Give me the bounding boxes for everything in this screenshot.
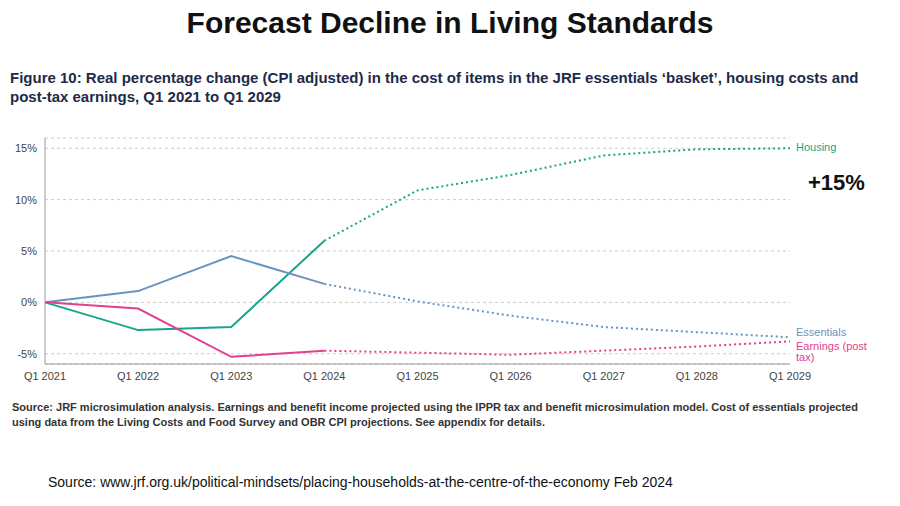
- html-text:Source: www.jrf.org.uk/politic: Source: www.jrf.org.uk/political-mindset…: [48, 474, 673, 490]
- svg-text:-5%: -5%: [17, 348, 37, 360]
- svg-text:Q1 2021: Q1 2021: [24, 370, 66, 382]
- html-text:Forecast Decline in Living Sta: Forecast Decline in Living Standards: [186, 6, 714, 39]
- svg-text:Earnings (posttax): Earnings (posttax): [796, 340, 867, 363]
- svg-text:10%: 10%: [15, 194, 37, 206]
- svg-text:Q1 2026: Q1 2026: [490, 370, 532, 382]
- svg-text:Housing: Housing: [796, 141, 836, 153]
- html-text:+15%: +15%: [808, 170, 865, 195]
- svg-text:Q1 2023: Q1 2023: [210, 370, 252, 382]
- svg-text:Q1 2028: Q1 2028: [676, 370, 718, 382]
- svg-text:5%: 5%: [21, 245, 37, 257]
- svg-text:Essentials: Essentials: [796, 326, 847, 338]
- svg-text:Q1 2022: Q1 2022: [117, 370, 159, 382]
- svg-text:Q1 2025: Q1 2025: [396, 370, 438, 382]
- svg-text:Q1 2024: Q1 2024: [303, 370, 345, 382]
- html-text:Figure 10: Real percentage cha: Figure 10: Real percentage change (CPI a…: [10, 69, 859, 105]
- svg-text:15%: 15%: [15, 142, 37, 154]
- svg-text:0%: 0%: [21, 296, 37, 308]
- svg-text:Q1 2027: Q1 2027: [583, 370, 625, 382]
- svg-text:Q1 2029: Q1 2029: [769, 370, 811, 382]
- html-text:Source: JRF microsimulation an: Source: JRF microsimulation analysis. Ea…: [12, 401, 858, 428]
